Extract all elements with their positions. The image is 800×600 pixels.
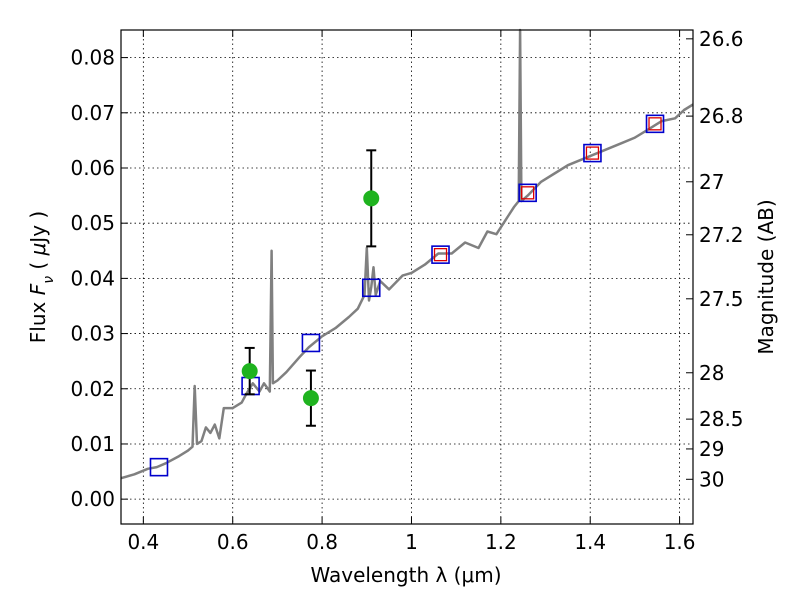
- model-band-square: [361, 278, 381, 298]
- y-tick-label: 0.06: [70, 156, 115, 180]
- y-tick-label: 0.02: [70, 377, 115, 401]
- y-tick-label: 0.03: [70, 322, 115, 346]
- magnitude-tick-label: 26.8: [699, 104, 744, 128]
- magnitude-tick-label: 30: [699, 467, 724, 491]
- x-axis-title: Wavelength λ (μm): [310, 563, 501, 587]
- y-tick-label: 0.07: [70, 101, 115, 125]
- magnitude-tick-label: 28.5: [699, 407, 744, 431]
- y-tick-label: 0.00: [70, 487, 115, 511]
- model-band-square: [645, 114, 665, 134]
- y-axis-title-left: Flux Fν ( μJy ): [26, 211, 57, 343]
- x-tick-label: 0.8: [306, 530, 338, 554]
- x-tick-label: 1.4: [574, 530, 606, 554]
- model-band-square-small: [521, 186, 535, 200]
- y-tick-label: 0.08: [70, 46, 115, 70]
- plot-frame: [120, 29, 694, 525]
- model-band-square: [518, 183, 537, 203]
- magnitude-tick-label: 27: [699, 170, 724, 194]
- observed-point: [302, 390, 319, 407]
- model-band-square: [301, 333, 321, 353]
- model-band-square: [431, 245, 450, 264]
- model-band-square: [149, 457, 169, 477]
- model-band-square-small: [433, 247, 448, 262]
- data-layer: [120, 28, 694, 480]
- observed-point: [241, 363, 258, 380]
- model-band-square-small: [648, 117, 662, 131]
- magnitude-tick-label: 27.5: [699, 287, 744, 311]
- y-tick-label: 0.04: [70, 266, 115, 290]
- y-axis-title-right: Magnitude (AB): [754, 199, 778, 354]
- x-tick-label: 1.6: [664, 530, 696, 554]
- spectrum-line: [120, 28, 694, 480]
- model-band-square-small: [585, 146, 600, 160]
- x-tick-label: 0.4: [127, 530, 159, 554]
- axes: 0.4 0.6 0.8 1 1.2 1.4 1.6 0.00 0.01 0.02 0.03 0.04 0…: [70, 27, 743, 554]
- x-tick-label: 1.2: [485, 530, 517, 554]
- magnitude-tick-label: 29: [699, 437, 724, 461]
- x-tick-label: 0.6: [217, 530, 249, 554]
- magnitude-tick-label: 26.6: [699, 27, 744, 51]
- grid: [121, 30, 693, 524]
- magnitude-tick-label: 28: [699, 361, 724, 385]
- model-band-square: [583, 143, 602, 163]
- y-tick-label: 0.05: [70, 211, 115, 235]
- x-tick-label: 1: [405, 530, 418, 554]
- magnitude-tick-label: 27.2: [699, 223, 744, 247]
- y-tick-label: 0.01: [70, 432, 115, 456]
- observed-point: [363, 190, 380, 207]
